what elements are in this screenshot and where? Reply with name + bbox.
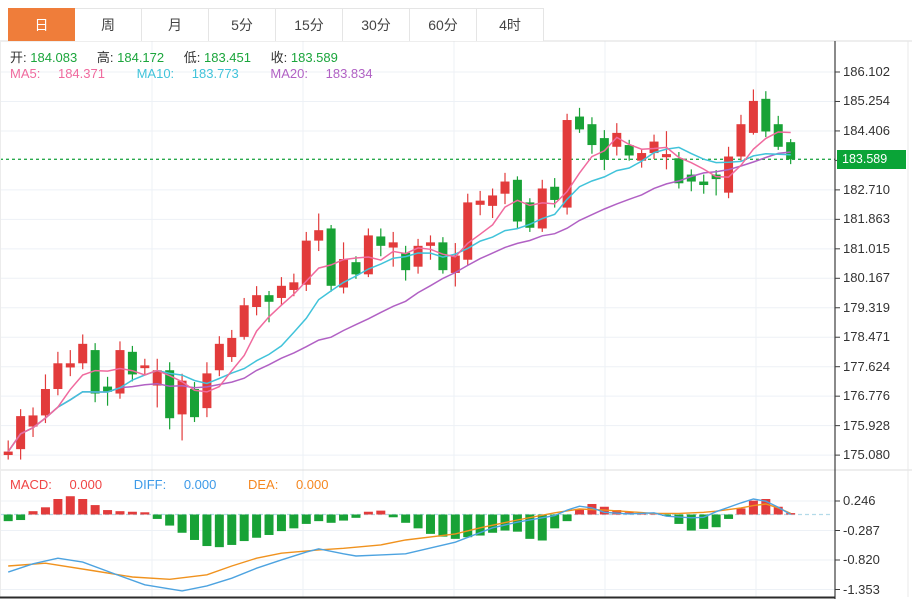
period-tabbar: 日周月 5分 15分 30分 60分 4时 bbox=[8, 8, 544, 41]
low-label: 低: bbox=[183, 50, 201, 65]
price-tick-176.776: 176.776 bbox=[843, 388, 890, 404]
macd-value-readout: MACD: 0.000 bbox=[10, 477, 103, 492]
price-tick-180.167: 180.167 bbox=[843, 270, 890, 286]
macd-tick--1.353: -1.353 bbox=[843, 581, 880, 597]
ma5-readout: MA5: 184.371 bbox=[10, 66, 105, 81]
price-tick-179.319: 179.319 bbox=[843, 299, 890, 315]
tab-period-4[interactable]: 15分 bbox=[276, 8, 343, 41]
close-label: 收: bbox=[270, 50, 288, 65]
macd-readout: MACD: 0.000 DIFF: 0.000 DEA: 0.000 bbox=[10, 477, 357, 492]
ohlc-readout: 开: 184.083 高: 184.172 低: 183.451 收: 183.… bbox=[10, 47, 354, 66]
tab-period-3[interactable]: 5分 bbox=[209, 8, 276, 41]
tab-period-5[interactable]: 30分 bbox=[343, 8, 410, 41]
tab-period-7[interactable]: 4时 bbox=[477, 8, 544, 41]
current-price-badge: 183.589 bbox=[837, 150, 906, 169]
price-tick-175.928: 175.928 bbox=[843, 417, 890, 433]
price-tick-181.015: 181.015 bbox=[843, 240, 890, 256]
price-tick-182.710: 182.710 bbox=[843, 181, 890, 197]
price-tick-177.624: 177.624 bbox=[843, 358, 890, 374]
price-tick-185.254: 185.254 bbox=[843, 93, 890, 109]
high-label: 高: bbox=[96, 50, 114, 65]
price-tick-186.102: 186.102 bbox=[843, 64, 890, 79]
close-value: 183.589 bbox=[290, 50, 338, 65]
tab-period-1[interactable]: 周 bbox=[75, 8, 142, 41]
price-tick-175.080: 175.080 bbox=[843, 447, 890, 463]
ma-readout: MA5: 184.371 MA10: 183.773 MA20: 183.834 bbox=[10, 66, 401, 81]
tab-period-2[interactable]: 月 bbox=[142, 8, 209, 41]
high-value: 184.172 bbox=[117, 50, 165, 65]
price-tick-181.863: 181.863 bbox=[843, 211, 890, 227]
open-value: 184.083 bbox=[30, 50, 78, 65]
price-tick-184.406: 184.406 bbox=[843, 122, 890, 138]
macd-tick--0.287: -0.287 bbox=[843, 522, 880, 538]
tab-period-6[interactable]: 60分 bbox=[410, 8, 477, 41]
ma20-readout: MA20: 183.834 bbox=[270, 66, 373, 81]
tab-period-0[interactable]: 日 bbox=[8, 8, 75, 41]
diff-value-readout: DIFF: 0.000 bbox=[133, 477, 217, 492]
dea-value-readout: DEA: 0.000 bbox=[247, 477, 329, 492]
macd-tick-0.246: 0.246 bbox=[843, 493, 876, 508]
macd-tick--0.820: -0.820 bbox=[843, 552, 880, 567]
open-label: 开: bbox=[10, 50, 27, 65]
low-value: 183.451 bbox=[204, 50, 251, 65]
ma10-readout: MA10: 183.773 bbox=[136, 66, 239, 81]
price-tick-178.471: 178.471 bbox=[843, 329, 890, 345]
